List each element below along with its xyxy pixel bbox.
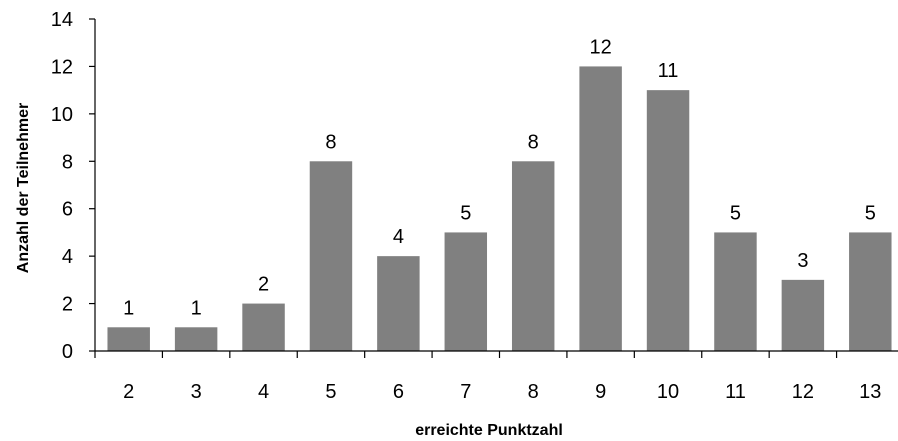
data-label-6: 4 — [393, 226, 404, 248]
bar-11 — [714, 232, 757, 351]
x-tick-label-9: 9 — [595, 381, 606, 403]
bar-5 — [309, 161, 353, 351]
data-label-5: 8 — [325, 131, 336, 153]
bar-9 — [579, 66, 622, 352]
x-tick-label-2: 2 — [123, 381, 134, 403]
data-label-8: 8 — [528, 131, 539, 153]
y-tick-label-14: 14 — [51, 9, 73, 31]
data-label-2: 1 — [123, 297, 134, 319]
bar-12 — [781, 279, 825, 351]
bar-2 — [107, 327, 150, 351]
x-axis-title: erreichte Punktzahl — [415, 422, 563, 439]
bar-7 — [444, 232, 488, 351]
y-axis: 0 2 4 6 8 10 12 14 — [51, 9, 96, 363]
x-tick-label-11: 11 — [725, 381, 746, 403]
x-tick-label-6: 6 — [393, 381, 404, 403]
y-tick-label-0: 0 — [62, 341, 73, 363]
x-tick-label-5: 5 — [325, 381, 336, 403]
x-tick-label-13: 13 — [859, 381, 881, 403]
x-axis: 2 3 4 5 6 7 8 9 10 11 12 13 — [94, 350, 898, 403]
data-label-12: 3 — [797, 250, 808, 272]
x-tick-label-8: 8 — [528, 381, 539, 403]
y-tick-label-4: 4 — [62, 246, 73, 268]
bar-3 — [174, 327, 218, 351]
x-tick-label-10: 10 — [657, 381, 679, 403]
bar-10 — [646, 90, 690, 351]
y-tick-label-10: 10 — [51, 104, 73, 126]
bar-4 — [242, 303, 285, 351]
x-tick-label-3: 3 — [191, 381, 202, 403]
data-label-10: 11 — [658, 60, 679, 82]
x-tick-label-12: 12 — [792, 381, 814, 403]
data-label-4: 2 — [258, 274, 269, 296]
y-tick-label-8: 8 — [62, 151, 73, 173]
data-label-9: 12 — [590, 36, 612, 58]
data-label-7: 5 — [460, 202, 471, 224]
y-tick-label-12: 12 — [51, 56, 73, 78]
data-label-3: 1 — [191, 297, 202, 319]
bar-8 — [511, 161, 555, 351]
data-label-13: 5 — [865, 202, 876, 224]
x-tick-label-7: 7 — [460, 381, 471, 403]
y-axis-title: Anzahl der Teilnehmer — [15, 103, 32, 273]
y-tick-label-2: 2 — [62, 294, 73, 316]
bars-group — [107, 66, 892, 352]
x-tick-label-4: 4 — [258, 381, 269, 403]
data-label-11: 5 — [730, 202, 741, 224]
bar-6 — [377, 256, 420, 351]
bar-13 — [849, 232, 892, 351]
y-tick-label-6: 6 — [62, 199, 73, 221]
